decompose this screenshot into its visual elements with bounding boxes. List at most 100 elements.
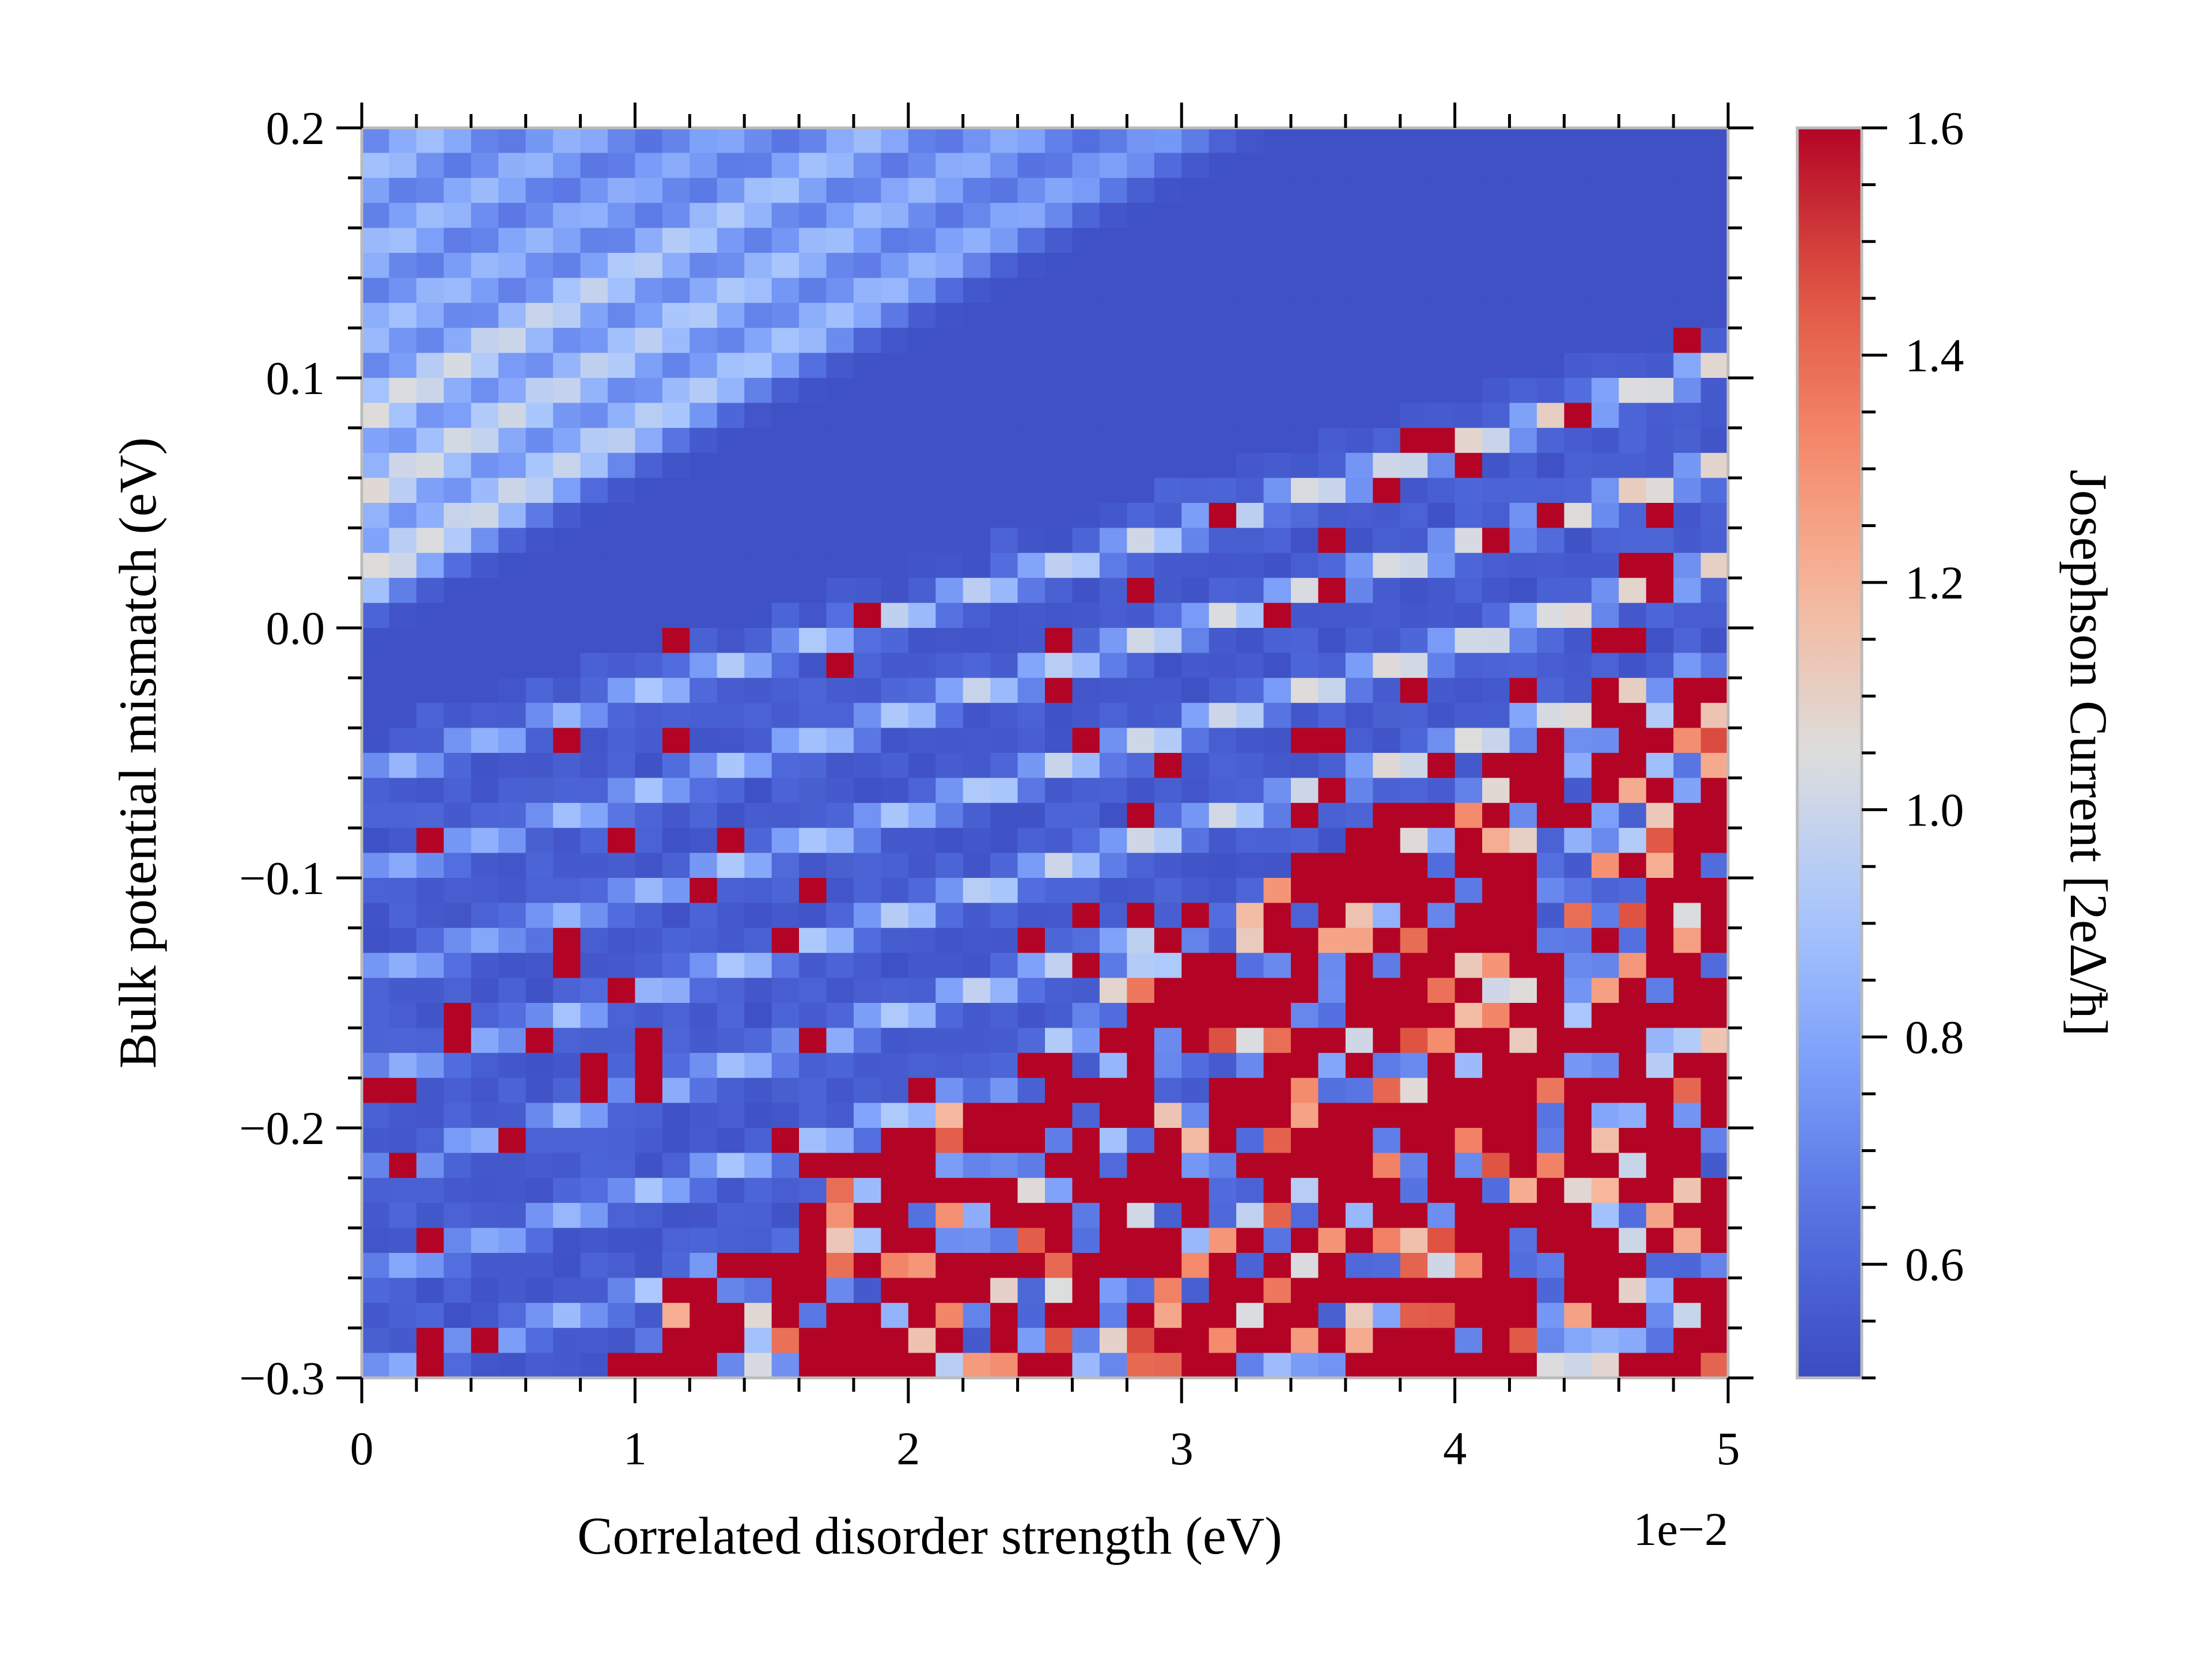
heatmap-cell — [990, 503, 1018, 529]
heatmap-cell — [1536, 677, 1565, 703]
heatmap-cell — [1127, 1028, 1155, 1054]
heatmap-cell — [1455, 1353, 1483, 1378]
heatmap-cell — [744, 927, 772, 953]
heatmap-cell — [1345, 278, 1374, 304]
heatmap-cell — [1017, 703, 1046, 729]
heatmap-cell — [1482, 478, 1510, 503]
heatmap-cell — [1400, 153, 1428, 179]
heatmap-cell — [1263, 903, 1291, 929]
heatmap-cell — [1619, 1078, 1647, 1104]
heatmap-cell — [1045, 628, 1073, 654]
heatmap-cell — [771, 1328, 800, 1354]
heatmap-cell — [1373, 778, 1401, 804]
heatmap-cell — [553, 1278, 581, 1304]
heatmap-cell — [1045, 453, 1073, 479]
heatmap-cell — [881, 703, 909, 729]
heatmap-cell — [416, 1302, 445, 1328]
heatmap-cell — [1646, 1052, 1674, 1078]
heatmap-cell — [1509, 528, 1537, 554]
heatmap-cell — [1591, 1078, 1620, 1104]
heatmap-cell — [717, 427, 745, 453]
heatmap-cell — [853, 778, 882, 804]
heatmap-cell — [1181, 1278, 1210, 1304]
heatmap-cell — [662, 1028, 691, 1054]
heatmap-cell — [853, 1253, 882, 1279]
heatmap-cell — [963, 703, 991, 729]
heatmap-cell — [881, 378, 909, 404]
heatmap-cell — [1263, 753, 1291, 779]
heatmap-cell — [1236, 353, 1264, 378]
heatmap-cell — [771, 552, 800, 578]
heatmap-cell — [799, 403, 827, 429]
heatmap-cell — [1045, 578, 1073, 604]
heatmap-cell — [1400, 1328, 1428, 1354]
heatmap-cell — [1427, 703, 1456, 729]
heatmap-cell — [1536, 1353, 1565, 1378]
heatmap-cell — [1455, 903, 1483, 929]
heatmap-cell — [1209, 903, 1237, 929]
heatmap-cell — [444, 903, 472, 929]
heatmap-cell — [1536, 153, 1565, 179]
heatmap-cell — [1673, 1003, 1702, 1029]
heatmap-cell — [607, 528, 636, 554]
heatmap-cell — [635, 927, 663, 953]
heatmap-cell — [1154, 503, 1182, 529]
heatmap-cell — [908, 552, 937, 578]
heatmap-cell — [1045, 728, 1073, 753]
heatmap-cell — [1427, 1177, 1456, 1203]
heatmap-cell — [553, 203, 581, 229]
heatmap-cell — [826, 1353, 854, 1378]
heatmap-cell — [1345, 1278, 1374, 1304]
heatmap-cell — [362, 878, 390, 904]
heatmap-cell — [1373, 1228, 1401, 1253]
heatmap-cell — [607, 453, 636, 479]
heatmap-cell — [1181, 302, 1210, 328]
heatmap-cell — [1619, 278, 1647, 304]
heatmap-cell — [416, 528, 445, 554]
heatmap-cell — [1700, 1052, 1729, 1078]
heatmap-cell — [1290, 1153, 1319, 1179]
heatmap-cell — [662, 228, 691, 253]
heatmap-cell — [690, 677, 718, 703]
heatmap-cell — [1072, 1353, 1100, 1378]
heatmap-cell — [1646, 403, 1674, 429]
heatmap-cell — [1290, 802, 1319, 828]
heatmap-cell — [580, 528, 608, 554]
heatmap-cell — [1154, 1153, 1182, 1179]
heatmap-cell — [1591, 1278, 1620, 1304]
heatmap-cell — [389, 1228, 417, 1253]
heatmap-cell — [580, 677, 608, 703]
heatmap-cell — [1127, 153, 1155, 179]
heatmap-cell — [935, 628, 964, 654]
heatmap-cell — [717, 503, 745, 529]
heatmap-cell — [444, 427, 472, 453]
heatmap-cell — [1427, 453, 1456, 479]
heatmap-cell — [1482, 1253, 1510, 1279]
heatmap-cell — [1373, 927, 1401, 953]
heatmap-cell — [853, 528, 882, 554]
heatmap-cell — [1427, 1153, 1456, 1179]
heatmap-cell — [662, 778, 691, 804]
heatmap-cell — [362, 353, 390, 378]
heatmap-cell — [1127, 1353, 1155, 1378]
heatmap-cell — [1619, 578, 1647, 604]
heatmap-cell — [1045, 1328, 1073, 1354]
heatmap-cell — [1591, 378, 1620, 404]
heatmap-cell — [990, 1003, 1018, 1029]
heatmap-cell — [1455, 728, 1483, 753]
heatmap-cell — [1017, 1177, 1046, 1203]
heatmap-cell — [935, 427, 964, 453]
x-tick-label: 3 — [1170, 1422, 1194, 1475]
colorbar-label: Josephson Current [2eΔ/ħ] — [2059, 469, 2118, 1036]
heatmap-cell — [771, 778, 800, 804]
heatmap-cell — [607, 128, 636, 154]
heatmap-cell — [799, 528, 827, 554]
heatmap-cell — [1045, 1003, 1073, 1029]
heatmap-cell — [580, 1228, 608, 1253]
heatmap-cell — [1318, 878, 1346, 904]
heatmap-cell — [1482, 1203, 1510, 1229]
heatmap-cell — [1236, 403, 1264, 429]
heatmap-cell — [1455, 278, 1483, 304]
heatmap-cell — [525, 153, 554, 179]
heatmap-cell — [471, 828, 499, 854]
